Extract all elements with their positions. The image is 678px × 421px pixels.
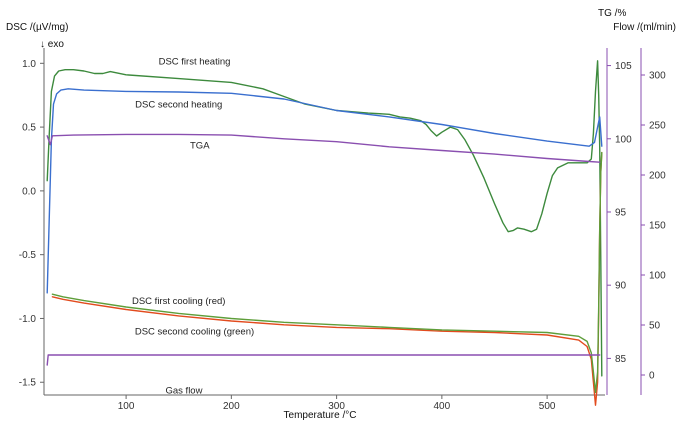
tg-tick-label: 100	[615, 134, 632, 145]
exo-label: ↓ exo	[40, 39, 64, 50]
annotation-label: TGA	[190, 140, 210, 151]
annotation-label: DSC second cooling (green)	[135, 327, 254, 338]
dsc-tick-label: 1.0	[22, 59, 36, 70]
flow-axis-title: Flow /(ml/min)	[613, 22, 676, 33]
flow-tick-label: 0	[649, 371, 655, 382]
dsc-tick-label: -1.0	[19, 314, 37, 325]
series-line-0	[46, 60, 603, 377]
annotation-label: DSC first heating	[159, 56, 231, 67]
series-line-2	[46, 133, 601, 163]
flow-tick-label: 50	[649, 321, 661, 332]
series-line-5	[46, 354, 601, 366]
flow-tick-label: 150	[649, 221, 666, 232]
dsc-tick-label: 0.5	[22, 123, 36, 134]
flow-tick-label: 250	[649, 121, 666, 132]
chart-labels: DSC first heating DSC second heating TGA DS…	[132, 56, 254, 396]
flow-tick-label: 200	[649, 171, 666, 182]
x-tick-label: 500	[539, 401, 556, 412]
series-line-4	[51, 151, 603, 394]
chart-frame: 1.0 0.5 0.0 -0.5 -1.0 -1.5 DSC /(µV/mg) ↓ exo 10…	[6, 8, 676, 421]
chart-series	[46, 60, 603, 406]
series-line-1	[46, 88, 603, 294]
dsc-tick-label: -1.5	[19, 378, 37, 389]
x-tick-label: 400	[434, 401, 451, 412]
tg-tick-label: 85	[615, 354, 627, 365]
dsc-tick-label: -0.5	[19, 250, 37, 261]
x-tick-label: 200	[223, 401, 240, 412]
x-tick-label: 300	[328, 401, 345, 412]
annotation-label: Gas flow	[166, 385, 203, 396]
tg-tick-label: 95	[615, 207, 627, 218]
dsc-tick-label: 0.0	[22, 186, 36, 197]
series-line-3	[51, 151, 603, 406]
annotation-label: DSC second heating	[135, 100, 222, 111]
x-axis-title: Temperature /°C	[284, 410, 357, 421]
flow-tick-label: 100	[649, 271, 666, 282]
dsc-axis-title: DSC /(µV/mg)	[6, 22, 68, 33]
tg-axis-title: TG /%	[598, 8, 626, 19]
x-tick-label: 100	[118, 401, 135, 412]
annotation-label: DSC first cooling (red)	[132, 296, 225, 307]
tg-tick-label: 105	[615, 61, 632, 72]
tg-tick-label: 90	[615, 281, 627, 292]
flow-tick-label: 300	[649, 71, 666, 82]
